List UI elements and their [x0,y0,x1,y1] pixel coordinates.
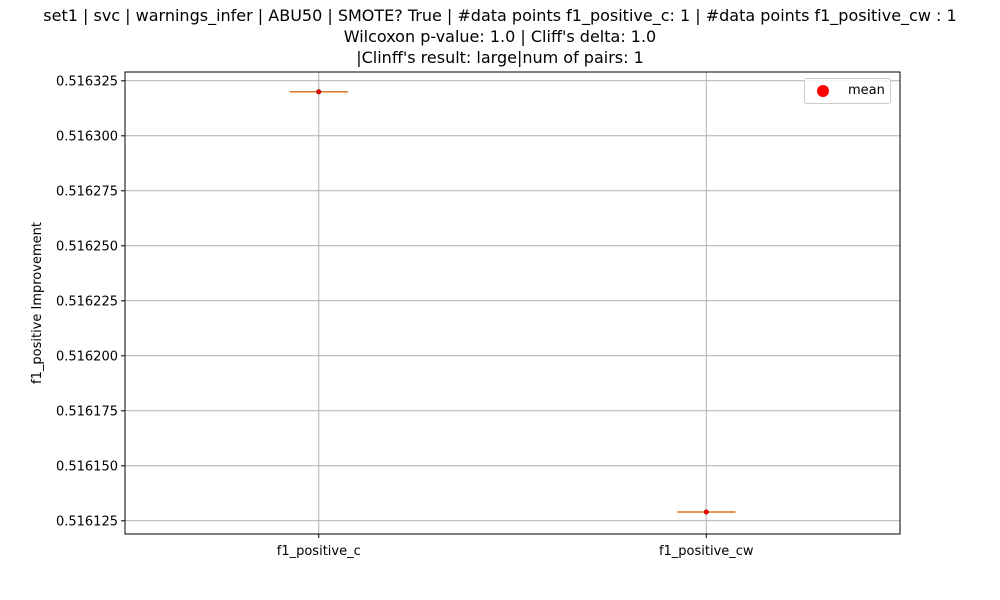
x-tick-label: f1_positive_c [277,544,361,559]
grid-layer [125,72,900,534]
x-tick-label: f1_positive_cw [659,544,754,559]
legend: mean [804,78,891,104]
legend-mean-marker [817,85,829,97]
chart-title-line-3: |Clinff's result: large|num of pairs: 1 [356,48,644,67]
mean-point [703,509,709,515]
chart-title: set1 | svc | warnings_infer | ABU50 | SM… [0,5,1000,68]
y-tick-label: 0.516150 [56,459,118,474]
chart-title-line-2: Wilcoxon p-value: 1.0 | Cliff's delta: 1… [343,27,657,46]
y-tick-label: 0.516200 [56,349,118,364]
legend-mean-label: mean [848,83,885,98]
y-tick-label: 0.516175 [56,404,118,419]
chart-title-line-1: set1 | svc | warnings_infer | ABU50 | SM… [43,6,957,25]
y-tick-label: 0.516125 [56,514,118,529]
y-axis-label: f1_positive Improvement [30,222,45,384]
y-tick-label: 0.516250 [56,239,118,254]
y-tick-label: 0.516225 [56,294,118,309]
plot-frame [124,71,901,535]
marks-layer [289,89,736,515]
ticks-layer: 0.516125 0.516150 0.516175 0.516200 0.516225… [56,74,754,559]
y-tick-label: 0.516275 [56,184,118,199]
mean-point [316,89,322,95]
y-tick-label: 0.516325 [56,74,118,89]
y-tick-label: 0.516300 [56,129,118,144]
